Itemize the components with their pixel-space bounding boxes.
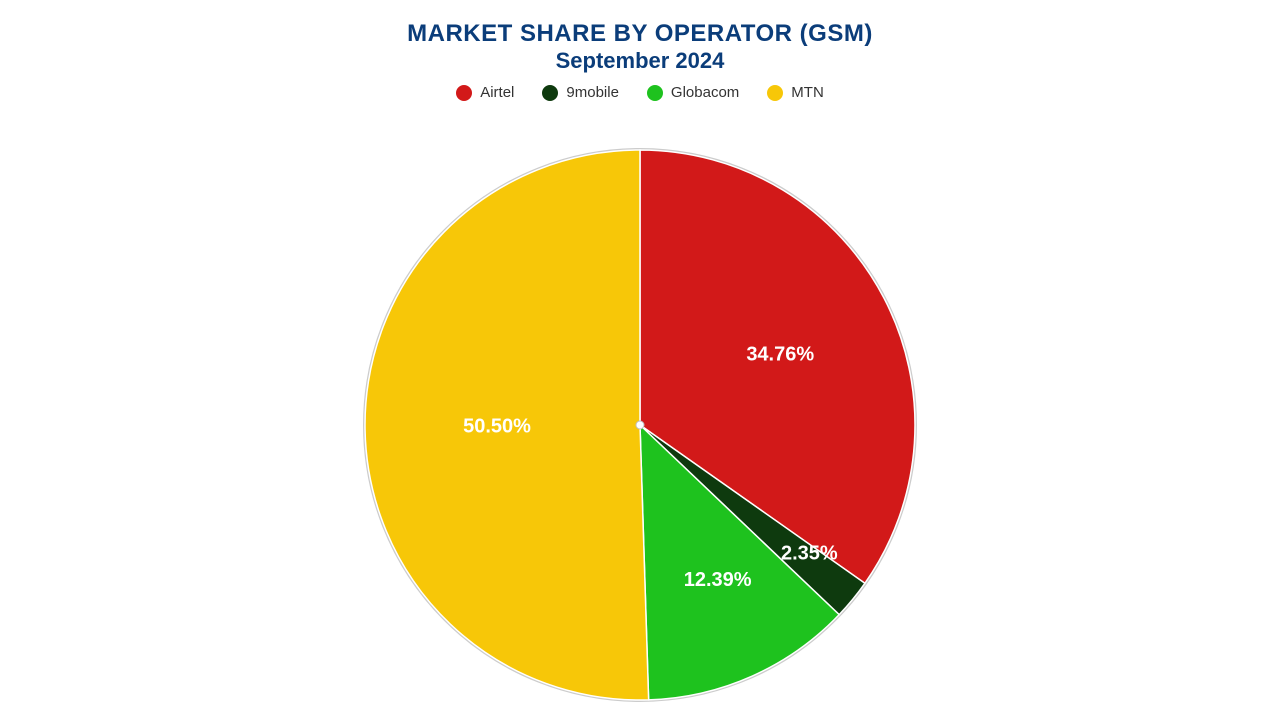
chart-title: MARKET SHARE BY OPERATOR (GSM) [0, 20, 1280, 48]
legend-swatch [456, 85, 472, 101]
pie-svg: 34.76% 2.35% 12.39% 50.50% [355, 140, 925, 710]
legend-label: MTN [791, 84, 824, 101]
legend-item: Globacom [647, 84, 739, 101]
slice-label: 50.50% [463, 416, 531, 438]
slice-label: 2.35% [781, 542, 838, 564]
chart-legend: Airtel 9mobile Globacom MTN [0, 84, 1280, 101]
legend-label: 9mobile [566, 84, 619, 101]
legend-swatch [647, 85, 663, 101]
pie-center-dot [636, 421, 644, 429]
legend-label: Globacom [671, 84, 739, 101]
slice-label: 34.76% [746, 344, 814, 366]
pie-chart: 34.76% 2.35% 12.39% 50.50% [355, 140, 925, 715]
legend-item: MTN [767, 84, 824, 101]
slice-label: 12.39% [684, 569, 752, 591]
chart-subtitle: September 2024 [0, 48, 1280, 74]
legend-swatch [542, 85, 558, 101]
legend-item: Airtel [456, 84, 514, 101]
legend-swatch [767, 85, 783, 101]
legend-item: 9mobile [542, 84, 619, 101]
chart-header: MARKET SHARE BY OPERATOR (GSM) September… [0, 0, 1280, 74]
legend-label: Airtel [480, 84, 514, 101]
